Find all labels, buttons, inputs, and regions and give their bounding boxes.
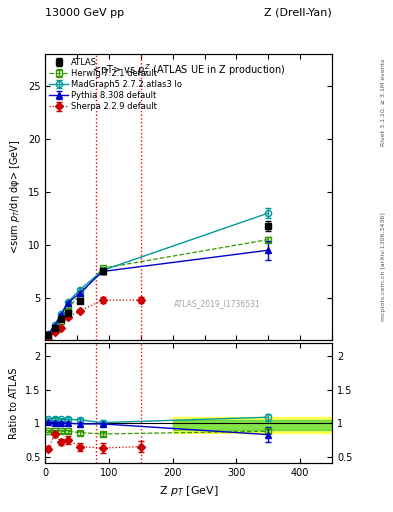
Legend: ATLAS, Herwig 7.2.1 default, MadGraph5 2.7.2.atlas3 lo, Pythia 8.308 default, Sh: ATLAS, Herwig 7.2.1 default, MadGraph5 2… [48, 56, 184, 113]
Text: <pT> vs $p_T^Z$ (ATLAS UE in Z production): <pT> vs $p_T^Z$ (ATLAS UE in Z productio… [92, 62, 286, 79]
Text: 13000 GeV pp: 13000 GeV pp [45, 8, 124, 18]
Y-axis label: Ratio to ATLAS: Ratio to ATLAS [9, 368, 19, 439]
Text: Rivet 3.1.10, ≥ 3.1M events: Rivet 3.1.10, ≥ 3.1M events [381, 59, 386, 146]
Text: Z (Drell-Yan): Z (Drell-Yan) [264, 8, 332, 18]
Text: mcplots.cern.ch [arXiv:1306.3436]: mcplots.cern.ch [arXiv:1306.3436] [381, 212, 386, 321]
Y-axis label: <sum $p_T$/dη dφ> [GeV]: <sum $p_T$/dη dφ> [GeV] [8, 140, 22, 254]
Text: ATLAS_2019_I1736531: ATLAS_2019_I1736531 [174, 299, 261, 308]
X-axis label: Z $p_T$ [GeV]: Z $p_T$ [GeV] [159, 484, 219, 498]
